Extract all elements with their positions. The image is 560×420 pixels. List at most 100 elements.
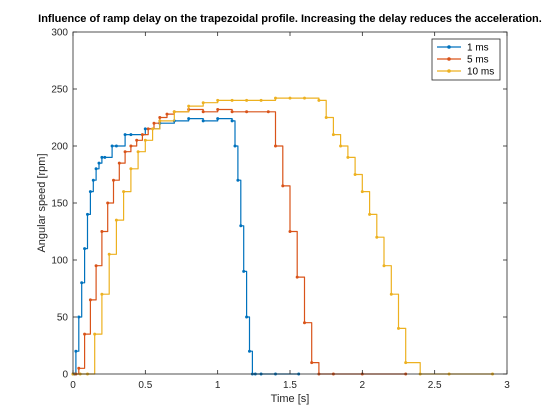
data-point [143,138,147,142]
y-axis-label: Angular speed [rpm] [36,153,48,252]
chart-title: Influence of ramp delay on the trapezoid… [38,13,542,25]
legend-label: 10 ms [467,67,494,78]
data-point [274,144,277,148]
series-2 [71,96,494,376]
data-point [129,167,133,171]
data-point [114,218,118,222]
data-point [83,332,87,336]
series-line-2 [73,97,493,375]
data-point [230,119,234,123]
data-point [146,127,150,131]
data-point [123,133,127,137]
legend-marker [447,69,451,73]
legend-marker [447,45,451,49]
data-point [233,144,237,148]
data-point [100,155,104,159]
data-point [151,127,155,131]
y-tick-label: 100 [51,256,68,267]
data-point [295,275,299,279]
data-point [123,150,127,154]
y-tick-label: 250 [51,85,68,96]
data-point [310,361,314,365]
data-point [216,108,220,111]
data-point [216,98,220,102]
data-point [103,155,107,159]
data-point [129,133,133,137]
y-tick-label: 0 [62,370,68,381]
legend-label: 1 ms [467,43,489,54]
data-point [112,178,115,182]
data-point [360,190,364,194]
data-point [230,98,234,102]
data-point [91,178,95,182]
data-point [404,361,408,365]
data-point [274,96,277,100]
axis-layer: 0 0.5 1 1.5 2 2.5 3 0 50 100 150 200 250 300 [51,28,510,392]
y-tick-label: 150 [51,199,68,210]
data-point [172,110,176,114]
data-point [77,315,81,319]
plot-frame [72,31,508,375]
data-point [317,98,321,102]
data-point [74,349,78,353]
data-point [122,190,126,194]
data-point [201,101,205,105]
data-point [100,230,104,233]
data-point [114,144,118,148]
data-point [158,116,162,119]
data-point [368,212,372,216]
data-point [94,264,98,268]
data-point [110,144,114,148]
y-tick-label: 200 [51,142,68,153]
data-point [135,138,139,142]
data-point [239,224,243,228]
data-point [143,127,147,131]
legend-label: 5 ms [467,55,489,66]
y-tick-label: 300 [51,28,68,39]
x-tick-label: 1.5 [283,380,297,391]
data-point [107,252,111,256]
data-point [303,96,306,100]
data-point [158,119,162,123]
x-tick-label: 0 [70,380,76,391]
data-point [201,119,205,123]
data-point [216,117,220,121]
data-point [236,178,240,182]
x-tick-label: 1 [215,380,221,391]
data-point [248,349,251,353]
data-point [77,366,81,370]
data-point [140,133,144,137]
data-point [129,144,133,148]
data-point [245,110,249,114]
data-point [187,117,191,121]
data-point [288,96,292,100]
data-point [230,110,234,114]
data-point [259,98,263,102]
x-tick-label: 3 [504,380,510,391]
data-point [88,190,92,194]
data-point [94,167,98,171]
data-point [117,161,121,165]
data-point [136,150,140,154]
data-point [331,133,335,137]
data-point [389,292,393,296]
data-point [346,155,350,159]
data-point [80,281,84,285]
legend-marker [447,57,451,61]
x-axis-label: Time [s] [271,393,310,405]
data-point [397,326,400,330]
data-point [106,201,110,205]
data-point [288,230,292,233]
data-point [281,184,285,188]
data-point [382,264,386,268]
x-tick-label: 2 [360,380,366,391]
data-point [245,98,249,102]
data-point [93,332,97,336]
data-point [165,112,169,116]
data-point [201,110,205,114]
data-point [100,292,104,296]
data-point [187,104,191,108]
data-point [152,121,156,125]
